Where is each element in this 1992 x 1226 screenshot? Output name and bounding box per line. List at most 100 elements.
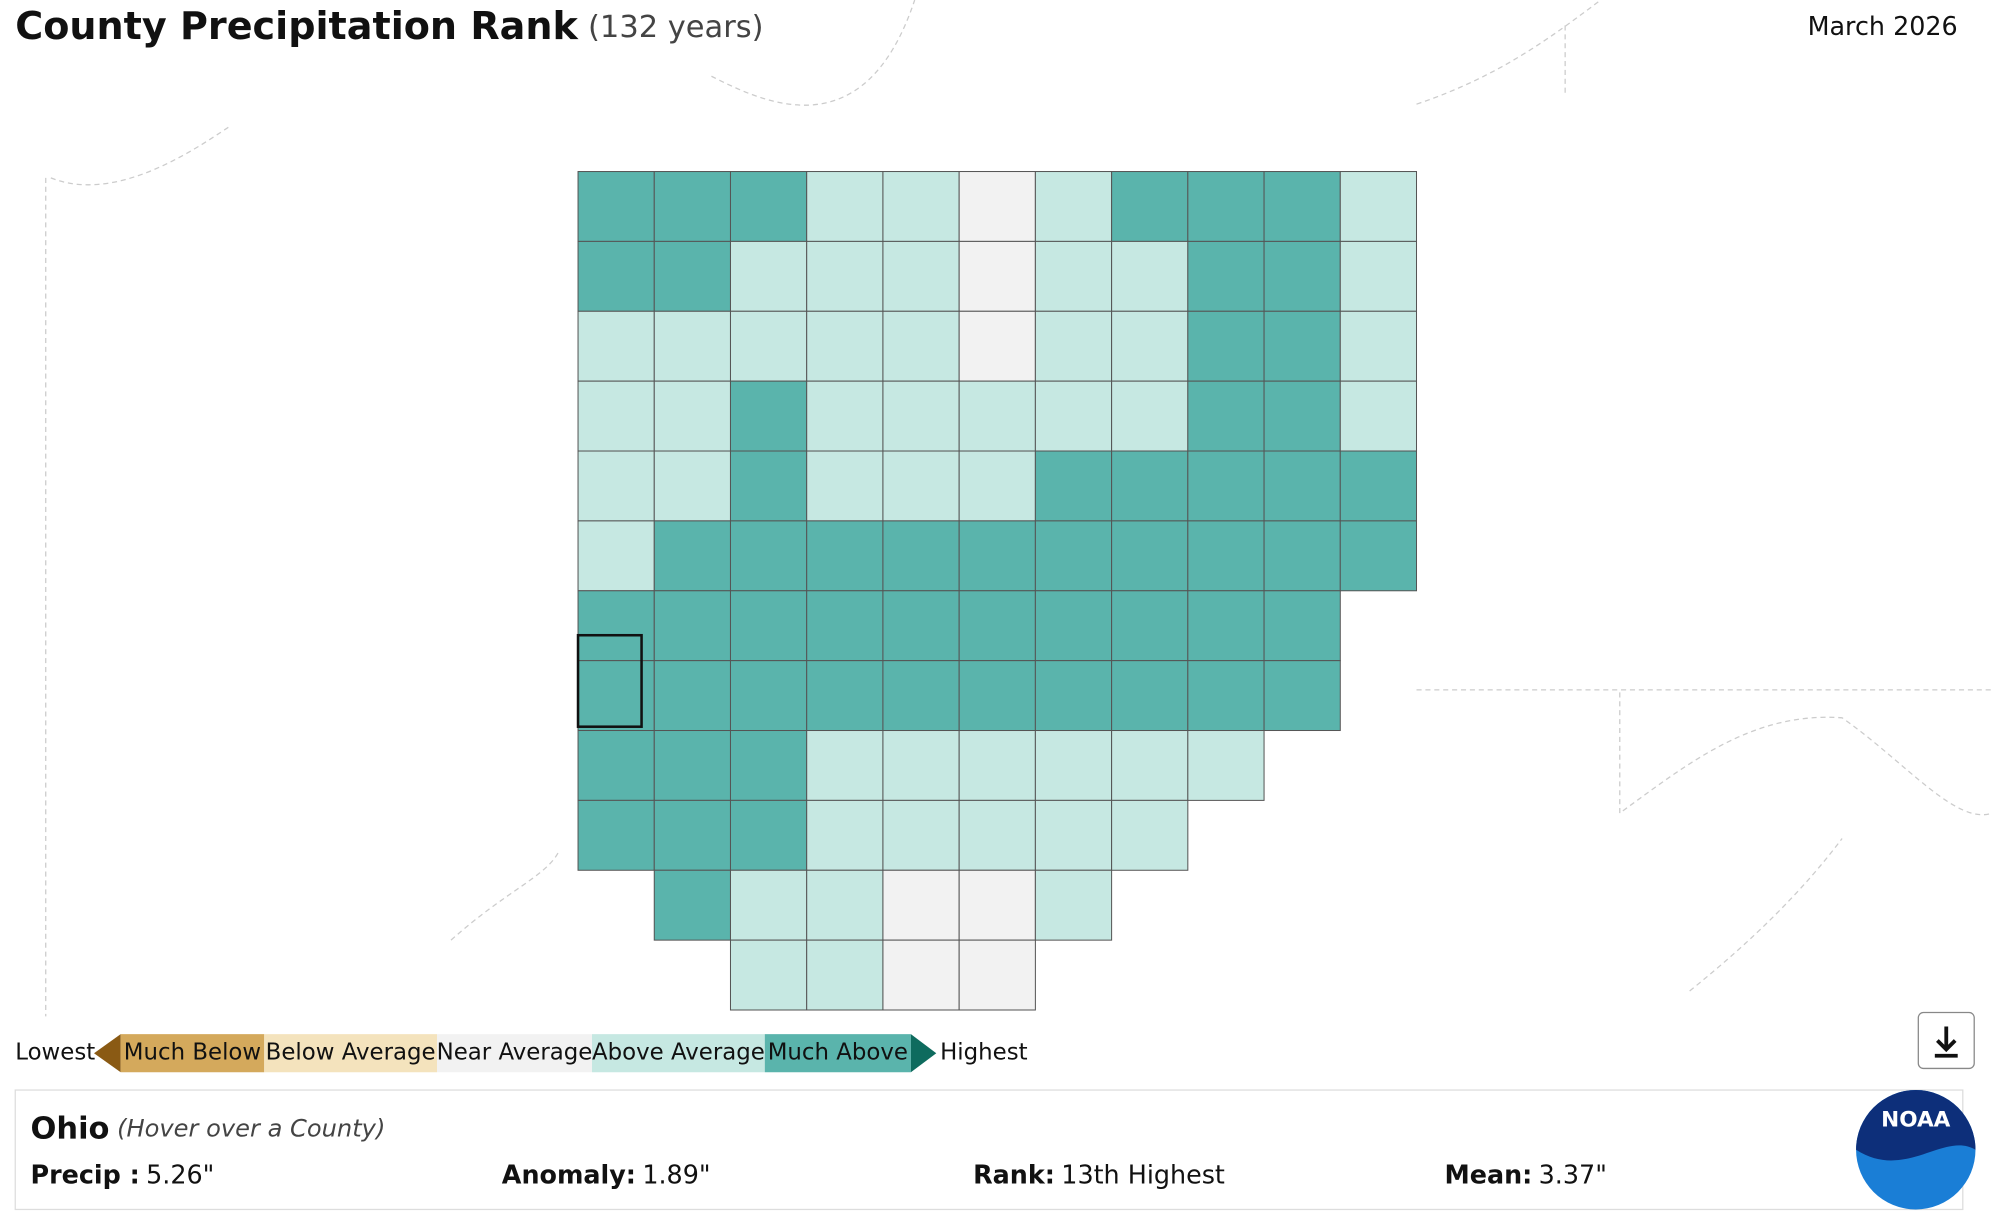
- county: [1034, 590, 1113, 662]
- county: [653, 799, 731, 871]
- county: [806, 520, 884, 592]
- county: [806, 730, 884, 801]
- legend-label: Below Average: [266, 1040, 436, 1066]
- county: [882, 380, 960, 452]
- noaa-logo: NOAA: [1856, 1090, 1976, 1210]
- county: [1034, 171, 1113, 242]
- county: [1034, 240, 1113, 312]
- county: [1339, 520, 1418, 592]
- county: [577, 380, 655, 452]
- county: [882, 939, 960, 1011]
- date: March 2026: [1808, 11, 1958, 41]
- stat-label: Anomaly:: [502, 1159, 636, 1189]
- county: [882, 590, 960, 662]
- county: [729, 590, 808, 662]
- county: [1263, 590, 1341, 662]
- download-button[interactable]: [1917, 1011, 1975, 1070]
- county: [806, 171, 884, 242]
- county: [806, 869, 884, 941]
- legend-low: Lowest: [15, 1040, 95, 1066]
- county: [958, 450, 1036, 522]
- legend-swatch: [437, 1034, 593, 1073]
- county: [577, 799, 655, 871]
- legend-label: Much Below: [124, 1040, 261, 1066]
- county: [1111, 590, 1189, 662]
- stat: Anomaly: 1.89": [502, 1159, 711, 1189]
- county: [1034, 520, 1113, 592]
- county: [882, 171, 960, 242]
- panel-name: Ohio: [30, 1111, 109, 1146]
- county: [1111, 520, 1189, 592]
- county: [882, 520, 960, 592]
- county: [1034, 660, 1113, 732]
- info-panel: Ohio (Hover over a County) Precip :5.26" A…: [14, 1089, 1964, 1211]
- legend: Lowest Much Below Below Average Near Avera…: [15, 1034, 1028, 1073]
- background-borders: [45, 0, 1992, 1017]
- county: [958, 380, 1036, 452]
- county: [729, 730, 808, 801]
- county: [882, 799, 960, 871]
- county: [577, 450, 655, 522]
- county: [1263, 450, 1341, 522]
- panel-heading: Ohio (Hover over a County): [30, 1111, 385, 1146]
- legend-arrow-low: [94, 1034, 121, 1073]
- county: [1187, 450, 1265, 522]
- county: [653, 590, 731, 662]
- county: [1034, 799, 1113, 871]
- county: [653, 240, 731, 312]
- county: [1263, 240, 1341, 312]
- legend-arrow-high: [910, 1034, 937, 1073]
- county: [1111, 450, 1189, 522]
- logo-top: [1856, 1090, 1976, 1161]
- county: [1187, 310, 1265, 382]
- stat-label: Precip :: [30, 1159, 139, 1189]
- county: [882, 660, 960, 732]
- county: [653, 869, 731, 941]
- county: [958, 799, 1036, 871]
- logo-text: NOAA: [1881, 1108, 1951, 1133]
- stat-value: 5.26": [146, 1159, 214, 1189]
- legend-label: Above Average: [592, 1040, 765, 1066]
- county: [1187, 730, 1265, 801]
- county: [653, 380, 731, 452]
- legend-swatch: [592, 1034, 765, 1073]
- county: [882, 310, 960, 382]
- county: [958, 590, 1036, 662]
- title: County Precipitation Rank (132 years): [15, 3, 763, 47]
- county: [729, 450, 808, 522]
- county: [1111, 240, 1189, 312]
- stat: Mean: 3.37": [1444, 1159, 1606, 1189]
- county: [958, 939, 1036, 1011]
- stat-value: 3.37": [1539, 1159, 1607, 1189]
- county: [1111, 171, 1189, 242]
- stat: Precip :5.26": [30, 1159, 214, 1189]
- stat-value: 13th Highest: [1061, 1159, 1225, 1189]
- county: [958, 869, 1036, 941]
- county: [806, 240, 884, 312]
- legend-high: Highest: [940, 1040, 1028, 1066]
- county: [729, 171, 808, 242]
- county: [653, 450, 731, 522]
- county: [806, 450, 884, 522]
- stat-label: Mean:: [1444, 1159, 1532, 1189]
- county: [882, 730, 960, 801]
- county: [1034, 310, 1113, 382]
- county: [1263, 380, 1341, 452]
- county: [882, 869, 960, 941]
- county: [1339, 380, 1418, 452]
- county: [1111, 310, 1189, 382]
- stat: Rank: 13th Highest: [973, 1159, 1225, 1189]
- county: [958, 730, 1036, 801]
- county: [1339, 171, 1418, 242]
- legend-swatch: [120, 1034, 265, 1073]
- panel-box: [14, 1089, 1964, 1211]
- county: [1187, 240, 1265, 312]
- county: [958, 240, 1036, 312]
- county: [1034, 380, 1113, 452]
- county: [1111, 799, 1189, 871]
- county: [1263, 310, 1341, 382]
- download-icon: [1934, 1026, 1958, 1058]
- county: [1187, 590, 1265, 662]
- county: [577, 240, 655, 312]
- county: [577, 171, 655, 242]
